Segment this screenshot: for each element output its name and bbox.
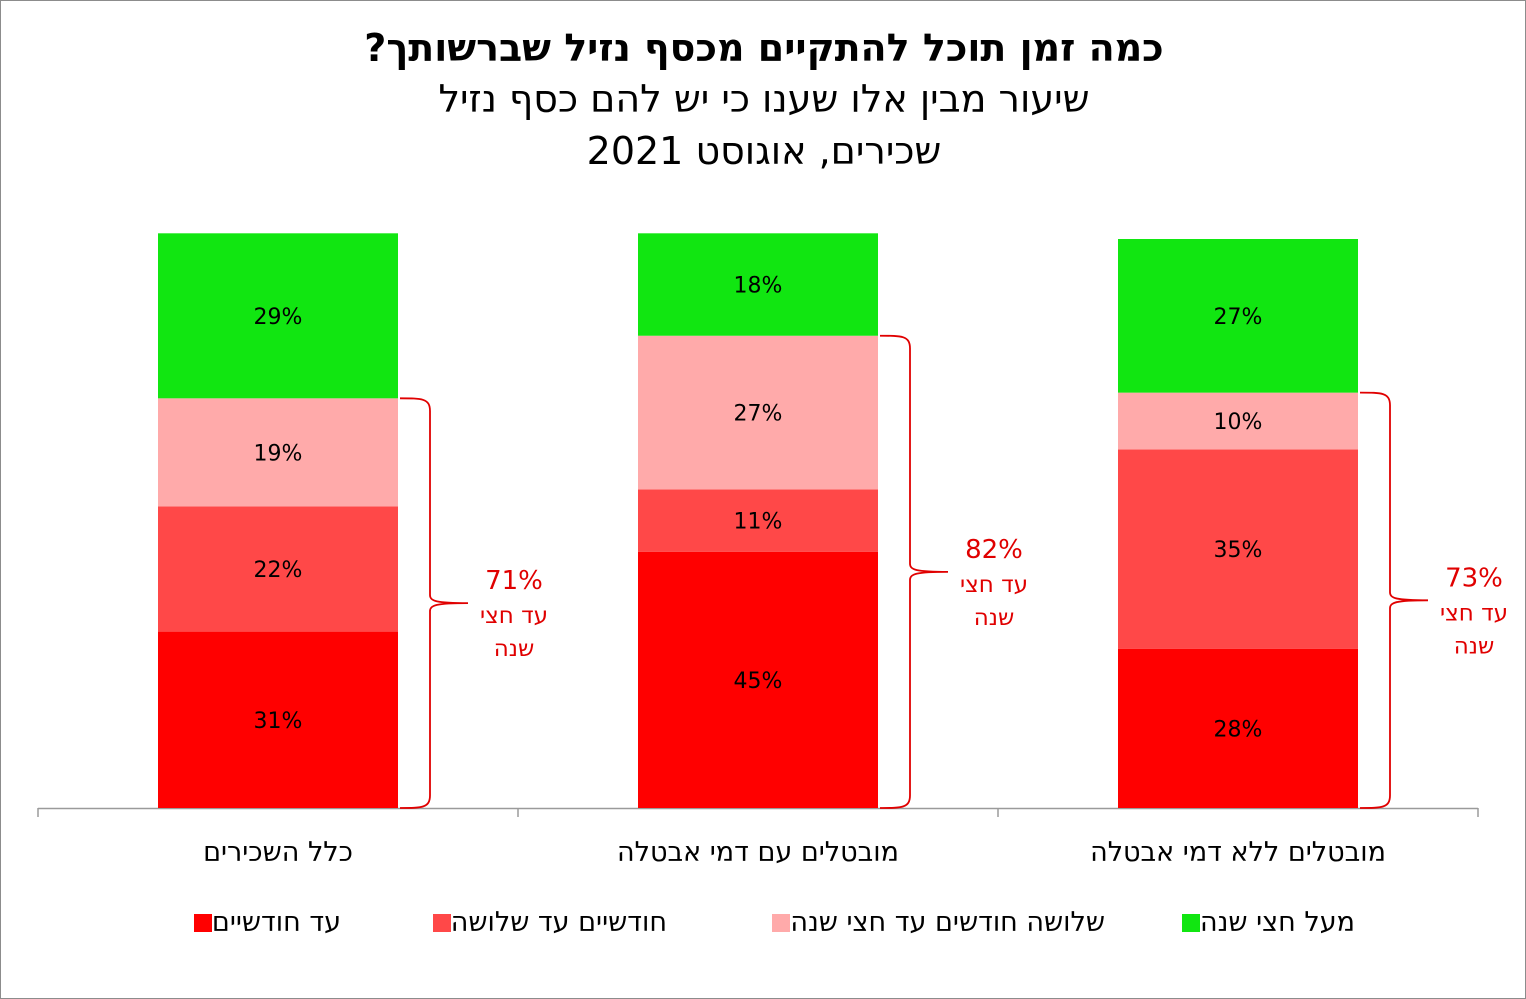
- data-label: 31%: [254, 709, 303, 734]
- legend-swatch: [1181, 913, 1200, 932]
- chart-subtitle-line-2: שכירים, אוגוסט 2021: [586, 129, 942, 173]
- legend-item: שלושה חודשים עד חצי שנה: [758, 907, 1105, 938]
- data-label: 28%: [1214, 717, 1263, 742]
- legend-item: חודשיים עד שלושה: [419, 907, 667, 938]
- annotation-value: 71%: [485, 566, 543, 596]
- bar-segment-1: [1118, 648, 1358, 808]
- chart-subtitle-line-1: שיעור מבין אלו שענו כי יש להם כסף נזיל: [438, 77, 1090, 121]
- legend-item: מעל חצי שנה: [1168, 907, 1355, 938]
- range-brace: [1359, 391, 1429, 809]
- legend-item: עד חודשיים: [180, 907, 341, 938]
- chart-title: כמה זמן תוכל להתקיים מכסף נזיל שברשותך?: [364, 26, 1164, 70]
- x-tick-label: כלל השכירים: [203, 837, 353, 868]
- bar-segment-4: [1118, 239, 1358, 393]
- legend-swatch: [772, 913, 791, 932]
- legend-label: שלושה חודשים עד חצי שנה: [790, 907, 1105, 938]
- legend-label: חודשיים עד שלושה: [450, 907, 667, 938]
- data-label: 29%: [254, 305, 303, 330]
- bar-segment-2: [638, 489, 878, 552]
- annotation-line-1: עד חצי: [480, 603, 548, 629]
- range-brace: [879, 334, 949, 809]
- annotation-line-2: שנה: [974, 605, 1015, 631]
- bar-segment-1: [638, 551, 878, 808]
- legend-label: מעל חצי שנה: [1199, 907, 1355, 938]
- annotation-line-2: שנה: [1454, 633, 1495, 659]
- chart-legend: עד חודשיים חודשיים עד שלושה שלושה חודשים ע…: [1, 907, 1526, 951]
- x-tick-label: מובטלים ללא דמי אבטלה: [1090, 837, 1386, 868]
- title-block: כמה זמן תוכל להתקיים מכסף נזיל שברשותך? …: [1, 23, 1526, 177]
- annotation-line-1: עד חצי: [1440, 600, 1508, 626]
- data-label: 35%: [1214, 538, 1263, 563]
- bar-segment-4: [638, 233, 878, 336]
- data-label: 22%: [254, 558, 303, 583]
- bar-segment-3: [158, 398, 398, 507]
- bar-segment-1: [158, 631, 398, 808]
- annotation-line-1: עד חצי: [960, 572, 1028, 598]
- data-label: 27%: [734, 402, 783, 427]
- bar-segment-3: [1118, 392, 1358, 450]
- bar-segment-2: [1118, 449, 1358, 649]
- data-label: 11%: [734, 510, 783, 535]
- data-label: 10%: [1214, 410, 1263, 435]
- bar-segment-2: [158, 506, 398, 632]
- range-brace: [399, 397, 469, 809]
- data-label: 27%: [1214, 305, 1263, 330]
- stacked-bar-chart: 31% 45% 28% 22% 11% 35% 19% 27% 10% 29% 18% 27% כלל …: [37, 233, 1508, 868]
- data-label: 18%: [734, 274, 783, 299]
- x-tick-label: מובטלים עם דמי אבטלה: [617, 837, 899, 868]
- bar-segment-3: [638, 335, 878, 490]
- legend-swatch: [432, 913, 451, 932]
- legend-swatch: [193, 913, 212, 932]
- annotation-line-2: שנה: [494, 636, 535, 662]
- legend-label: עד חודשיים: [211, 907, 341, 938]
- data-label: 19%: [254, 441, 303, 466]
- bar-segment-4: [158, 233, 398, 399]
- data-label: 45%: [734, 669, 783, 694]
- annotation-value: 73%: [1445, 563, 1503, 593]
- annotation-value: 82%: [965, 535, 1023, 565]
